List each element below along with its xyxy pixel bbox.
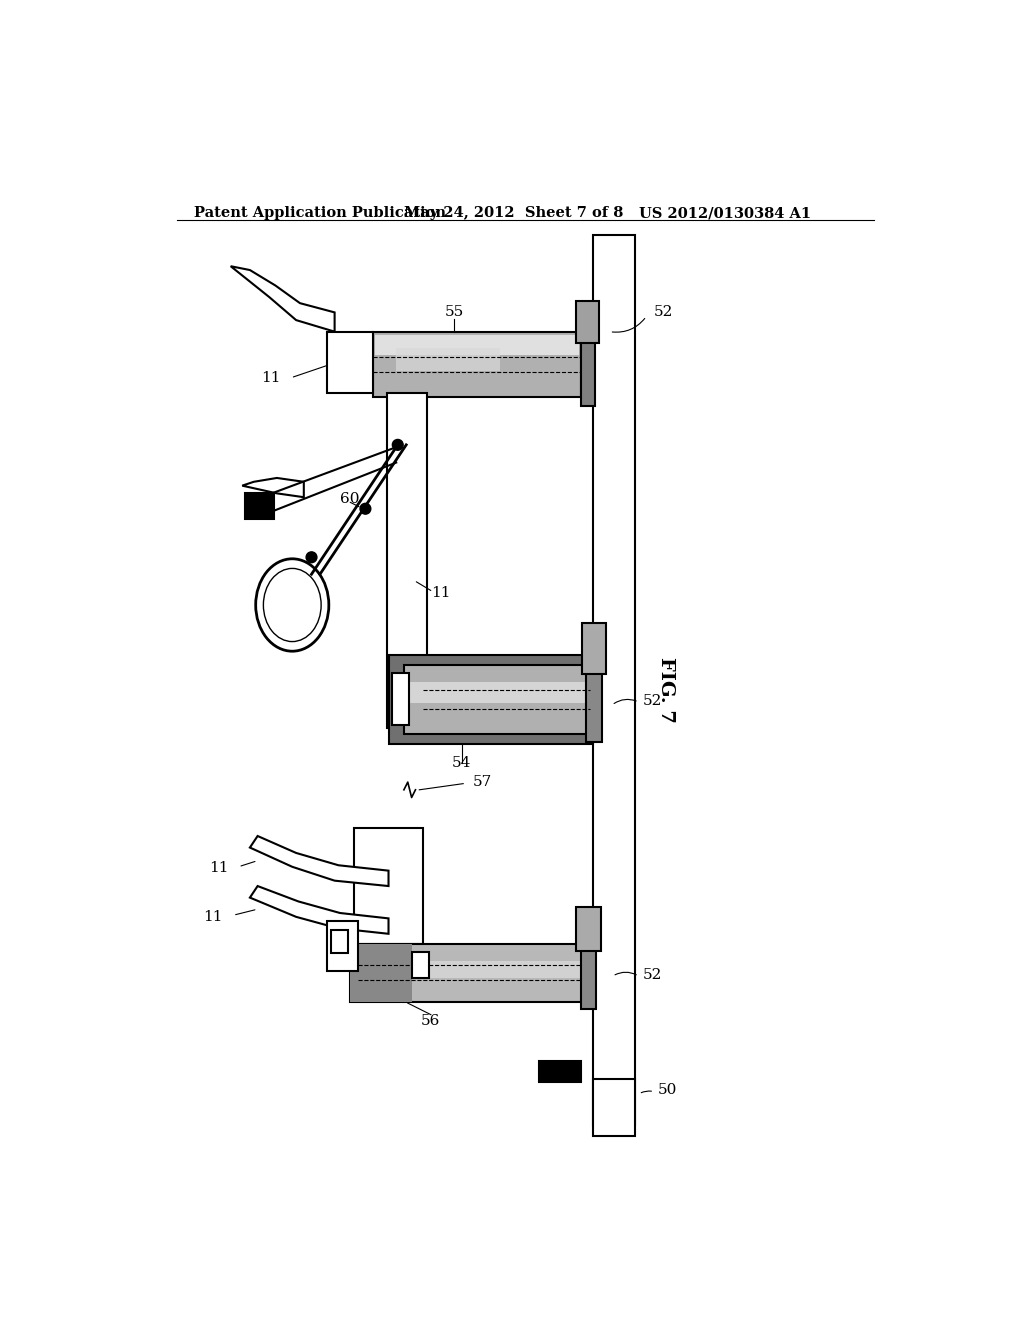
Text: 52: 52 bbox=[654, 305, 674, 319]
Text: 60: 60 bbox=[340, 492, 359, 506]
Polygon shape bbox=[250, 886, 388, 933]
Bar bbox=[245, 494, 273, 519]
Bar bbox=[577, 907, 601, 950]
Text: 11: 11 bbox=[209, 862, 228, 875]
Bar bbox=[354, 829, 423, 944]
Bar bbox=[396, 348, 500, 371]
Polygon shape bbox=[250, 836, 388, 886]
Text: 50: 50 bbox=[658, 1084, 678, 1097]
Text: 54: 54 bbox=[452, 756, 471, 770]
Text: 11: 11 bbox=[261, 371, 281, 385]
Bar bbox=[375, 335, 580, 355]
Bar bbox=[593, 1078, 635, 1137]
Bar bbox=[350, 944, 412, 1002]
Text: US 2012/0130384 A1: US 2012/0130384 A1 bbox=[639, 206, 811, 220]
Bar bbox=[387, 393, 427, 729]
Circle shape bbox=[306, 552, 316, 562]
Text: May 24, 2012  Sheet 7 of 8: May 24, 2012 Sheet 7 of 8 bbox=[403, 206, 624, 220]
Text: 52: 52 bbox=[643, 968, 662, 982]
Bar bbox=[412, 953, 429, 978]
Bar bbox=[388, 655, 593, 743]
Bar bbox=[403, 665, 590, 734]
Bar bbox=[327, 331, 373, 393]
Bar bbox=[539, 1061, 581, 1082]
Text: 11: 11 bbox=[431, 586, 451, 601]
Text: 11: 11 bbox=[204, 909, 223, 924]
Bar bbox=[587, 657, 602, 742]
Text: 56: 56 bbox=[421, 1014, 440, 1028]
Text: FIG. 7: FIG. 7 bbox=[656, 657, 675, 722]
Ellipse shape bbox=[263, 569, 322, 642]
Text: 57: 57 bbox=[473, 775, 493, 789]
Polygon shape bbox=[230, 267, 335, 331]
Bar bbox=[416, 961, 581, 978]
Bar bbox=[406, 682, 589, 704]
Bar bbox=[373, 331, 581, 397]
Text: 55: 55 bbox=[444, 305, 464, 319]
Bar bbox=[350, 944, 585, 1002]
Bar bbox=[392, 673, 410, 725]
Circle shape bbox=[392, 440, 403, 450]
Ellipse shape bbox=[256, 558, 329, 651]
Bar bbox=[327, 921, 357, 970]
Bar bbox=[581, 936, 596, 1010]
Polygon shape bbox=[243, 478, 304, 498]
Bar bbox=[581, 322, 595, 407]
Bar bbox=[331, 929, 348, 953]
Circle shape bbox=[360, 503, 371, 513]
Text: 52: 52 bbox=[643, 694, 662, 709]
Bar bbox=[577, 301, 599, 343]
Text: Patent Application Publication: Patent Application Publication bbox=[194, 206, 445, 220]
Bar bbox=[593, 235, 635, 1125]
Bar bbox=[582, 623, 606, 675]
